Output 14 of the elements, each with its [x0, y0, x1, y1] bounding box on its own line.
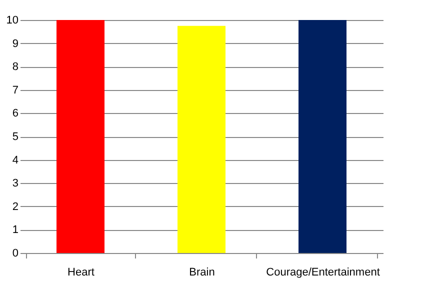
- y-tick-label: 0: [12, 248, 18, 260]
- y-tick-label: 3: [12, 178, 18, 190]
- y-tick-label: 2: [12, 200, 18, 213]
- y-tick-label: 6: [12, 108, 18, 120]
- y-tick-label: 5: [12, 131, 18, 143]
- y-tick-label: 10: [6, 14, 18, 26]
- y-tick-label: 7: [12, 84, 18, 96]
- x-tick-label: Heart: [68, 266, 94, 278]
- x-tick-label: Courage/Entertainment: [266, 266, 380, 278]
- y-tick-label: 4: [12, 154, 18, 166]
- y-tick-label: 9: [12, 38, 18, 50]
- x-tick-label: Brain: [189, 266, 215, 278]
- y-tick-label: 8: [12, 61, 18, 74]
- y-tick-label: 1: [12, 224, 18, 236]
